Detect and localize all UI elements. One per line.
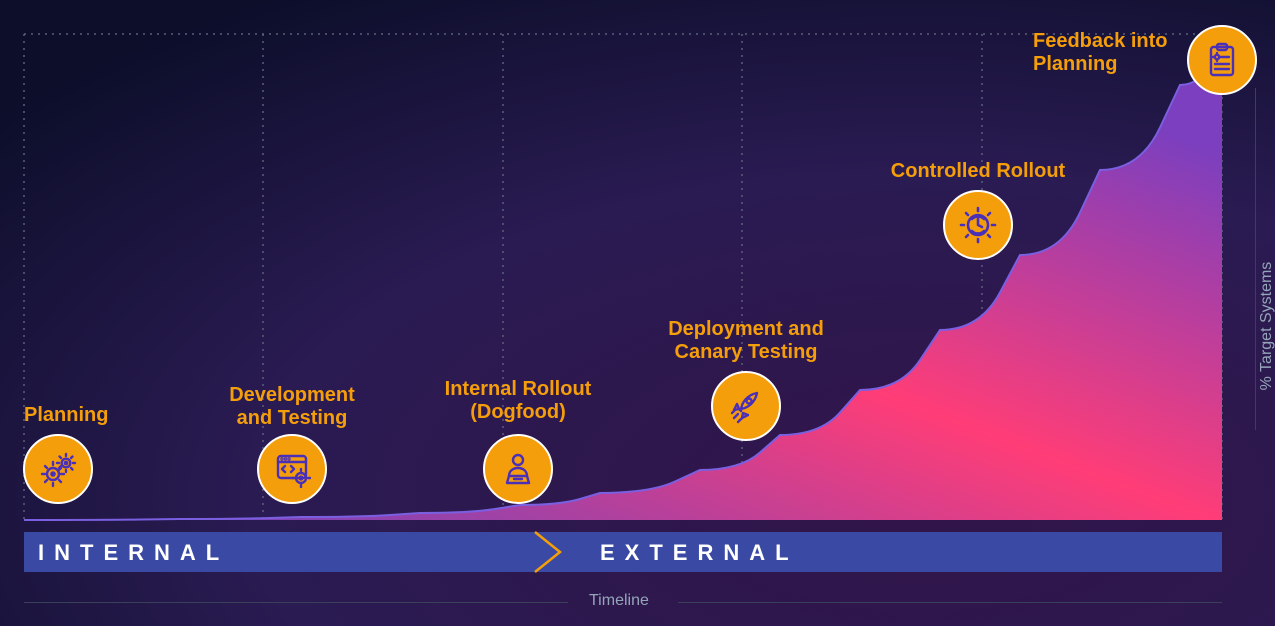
chart-root: Planning Developmentand Testing Internal… xyxy=(0,0,1275,626)
phase-icon-internal-roll xyxy=(483,434,553,504)
phase-label-controlled: Controlled Rollout xyxy=(868,160,1088,183)
phase-icon-planning xyxy=(23,434,93,504)
phase-label-deploy-canary: Deployment andCanary Testing xyxy=(636,318,856,364)
timeline-divider xyxy=(530,532,580,572)
timeline-external-label: EXTERNAL xyxy=(600,540,799,566)
person-laptop-icon xyxy=(499,450,537,488)
clipboard-icon xyxy=(1203,41,1241,79)
phase-icon-deploy-canary xyxy=(711,371,781,441)
y-axis-label: % Target Systems xyxy=(1258,256,1275,396)
window-gear-icon xyxy=(273,450,311,488)
phase-icon-feedback xyxy=(1187,25,1257,95)
phase-icon-dev-testing xyxy=(257,434,327,504)
y-axis-rule xyxy=(1255,88,1256,430)
gear-cycle-icon xyxy=(959,206,997,244)
x-axis-rule-right xyxy=(678,602,1222,603)
timeline-internal-label: INTERNAL xyxy=(38,540,229,566)
phase-label-internal-roll: Internal Rollout(Dogfood) xyxy=(408,378,628,424)
phase-icon-controlled xyxy=(943,190,1013,260)
x-axis-rule-left xyxy=(24,602,568,603)
rocket-icon xyxy=(727,387,765,425)
gears-icon xyxy=(39,450,77,488)
x-axis-label: Timeline xyxy=(589,592,649,610)
phase-label-dev-testing: Developmentand Testing xyxy=(182,384,402,430)
